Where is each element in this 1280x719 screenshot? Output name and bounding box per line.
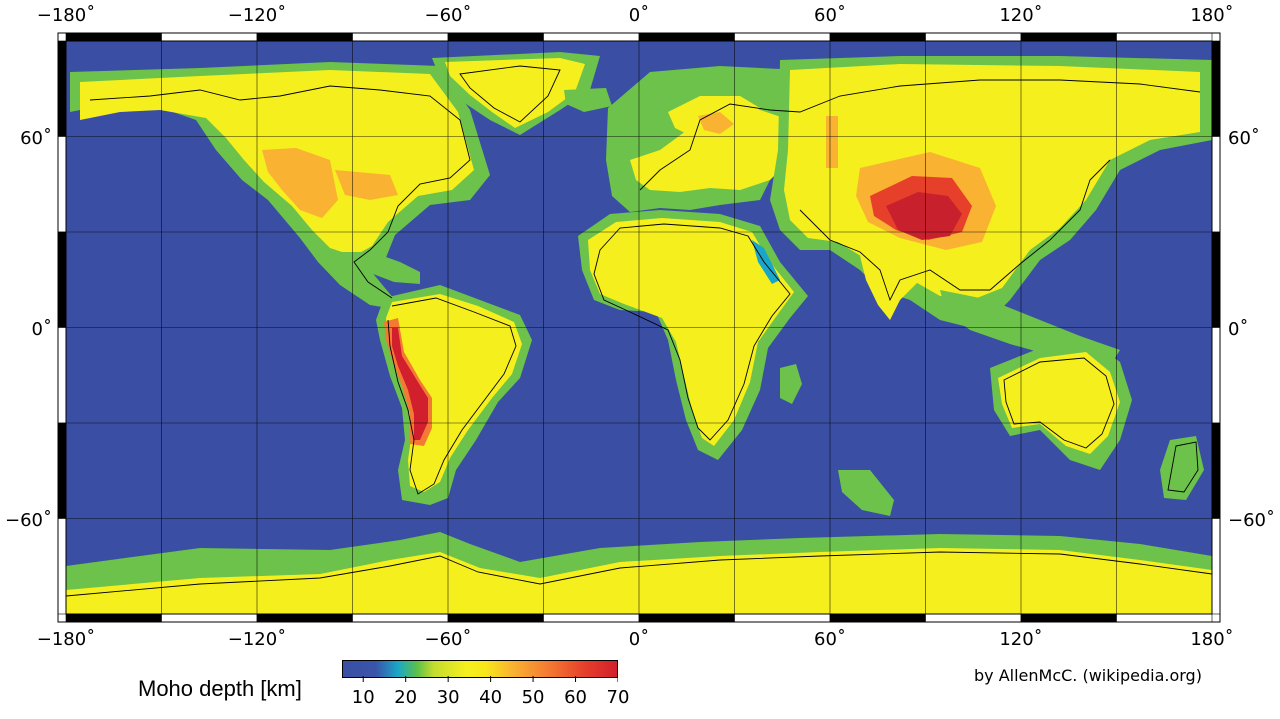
- frame-band-right: [1211, 327, 1221, 424]
- colorbar-title: Moho depth [km]: [138, 676, 302, 701]
- colorbar: [342, 660, 618, 678]
- frame-band-top: [829, 32, 926, 42]
- lat-tick-right: −60˚: [1228, 509, 1275, 531]
- frame-band-right: [1211, 518, 1221, 615]
- region-africa: [588, 218, 794, 446]
- frame-band-top: [1116, 32, 1213, 42]
- colorbar-label: 50: [521, 687, 545, 708]
- lon-tick-bottom: 120˚: [999, 629, 1043, 650]
- frame-band-top: [543, 32, 640, 42]
- colorbar-label: 70: [606, 687, 630, 708]
- frame-band-right: [1211, 231, 1221, 328]
- frame-band-bottom: [447, 613, 544, 623]
- frame-band-left: [57, 422, 67, 519]
- colorbar-label: 60: [564, 687, 587, 708]
- colorbar-ticks: [362, 676, 618, 682]
- lat-tick-right: 0˚: [1228, 318, 1249, 340]
- coastlines: [66, 65, 1212, 597]
- lon-tick-top: 180˚: [1190, 5, 1234, 26]
- lon-tick-bottom: −60˚: [424, 629, 472, 650]
- frame-band-top: [65, 32, 162, 42]
- frame-band-bottom: [161, 613, 258, 623]
- lat-tick-left: 60˚: [20, 127, 52, 149]
- frame-band-bottom: [638, 613, 735, 623]
- colorbar-label: 40: [479, 687, 503, 708]
- frame-band-left: [57, 40, 67, 137]
- frame-band-bottom: [734, 613, 831, 623]
- lon-tick-top: −60˚: [424, 5, 472, 26]
- lat-tick-left: 0˚: [31, 318, 52, 340]
- frame-band-left: [57, 231, 67, 328]
- frame-band-bottom: [1020, 613, 1117, 623]
- frame-band-top: [638, 32, 735, 42]
- lon-tick-top: −120˚: [227, 5, 287, 26]
- region-europe: [630, 100, 790, 192]
- lat-tick-left: −60˚: [5, 509, 52, 531]
- region-ural-belt: [826, 116, 838, 168]
- lon-tick-bottom: −180˚: [36, 629, 96, 650]
- frame-band-right: [1211, 136, 1221, 233]
- frame-band-right: [1211, 40, 1221, 137]
- frame-band-left: [57, 327, 67, 424]
- frame-border: [57, 32, 1221, 623]
- region-india: [860, 256, 920, 320]
- frame-band-right: [1211, 422, 1221, 519]
- frame-band-bottom: [925, 613, 1022, 623]
- frame-band-bottom: [1116, 613, 1213, 623]
- frame-band-top: [352, 32, 449, 42]
- colorbar-label: 30: [436, 687, 460, 708]
- frame-band-bottom: [65, 613, 162, 623]
- region-baltic-shield: [698, 112, 734, 134]
- lon-tick-bottom: 60˚: [814, 629, 846, 650]
- frame-band-top: [734, 32, 831, 42]
- region-andes: [392, 328, 428, 440]
- region-new-zealand: [1160, 436, 1204, 500]
- region-rocky-mountains: [262, 148, 338, 218]
- frame-band-top: [1020, 32, 1117, 42]
- map-frame: [57, 32, 1221, 623]
- frame-band-top: [161, 32, 258, 42]
- frame-band-left: [57, 518, 67, 615]
- frame-band-bottom: [829, 613, 926, 623]
- region-tibet-core: [886, 192, 962, 240]
- lon-tick-bottom: −120˚: [227, 629, 287, 650]
- region-iceland: [564, 88, 612, 112]
- lon-tick-top: −180˚: [36, 5, 96, 26]
- colorbar-label: 20: [394, 687, 418, 708]
- frame-band-bottom: [256, 613, 353, 623]
- frame-band-bottom: [352, 613, 449, 623]
- frame-band-bottom: [543, 613, 640, 623]
- map-border: [65, 40, 1213, 615]
- lat-tick-right: 60˚: [1228, 127, 1260, 149]
- region-canadian-shield: [335, 170, 398, 200]
- lon-tick-top: 60˚: [814, 5, 846, 26]
- credit-text: by AllenMcC. (wikipedia.org): [974, 666, 1202, 685]
- lon-tick-bottom: 180˚: [1190, 629, 1234, 650]
- frame-band-left: [57, 136, 67, 233]
- frame-band-top: [447, 32, 544, 42]
- region-madagascar: [780, 364, 802, 404]
- region-kerguelen: [838, 470, 894, 516]
- graticule: [66, 41, 1212, 614]
- lon-tick-top: 120˚: [999, 5, 1043, 26]
- region-australia: [998, 352, 1120, 454]
- region-greenland: [445, 58, 585, 128]
- frame-band-top: [256, 32, 353, 42]
- colorbar-label: 10: [351, 687, 375, 708]
- lon-tick-top: 0˚: [628, 5, 650, 26]
- region-asia: [784, 64, 1200, 300]
- lon-tick-bottom: 0˚: [628, 629, 650, 650]
- frame-band-top: [925, 32, 1022, 42]
